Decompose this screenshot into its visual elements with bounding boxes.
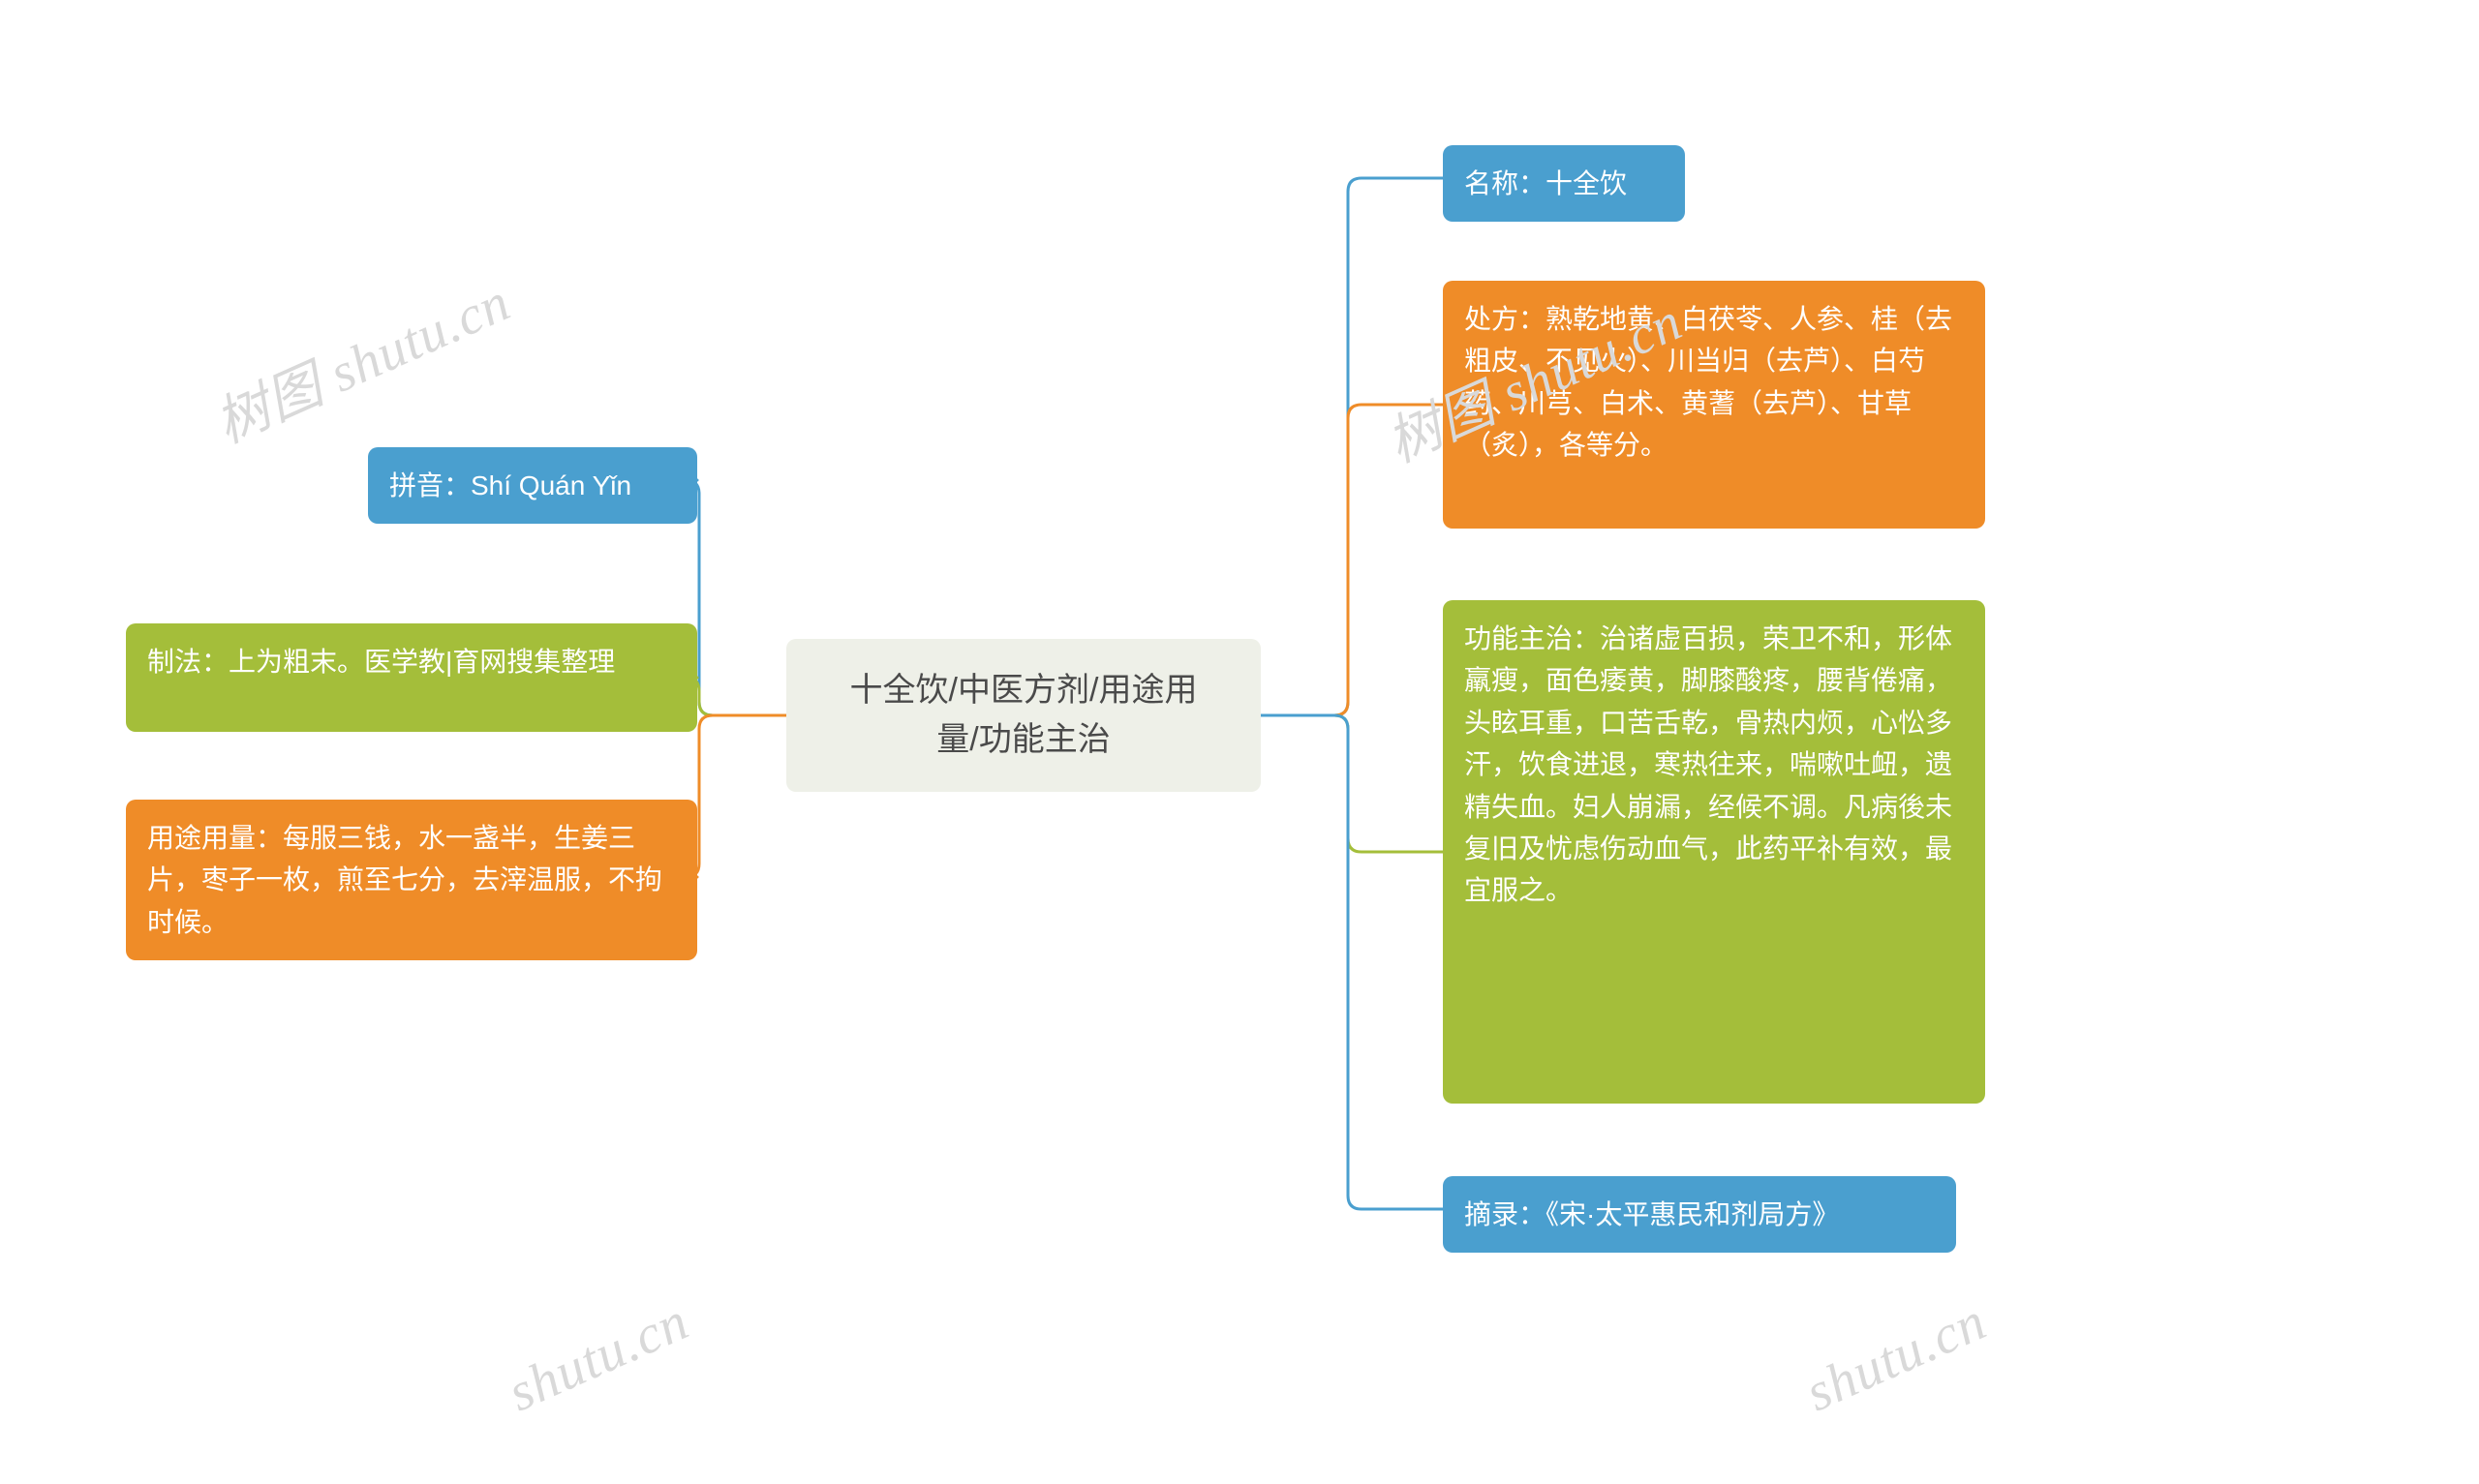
right-node-mingcheng: 名称：十全饮 <box>1443 145 1685 222</box>
left-node-pinyin-text: 拼音：Shí Quán Yǐn <box>389 470 631 500</box>
right-node-chufang-text: 处方：熟乾地黄、白茯苓、人参、桂（去粗皮、不见火）、川当归（去芦）、白芍药、川芎… <box>1464 304 1952 460</box>
center-line2: 量/功能主治 <box>815 715 1232 765</box>
left-node-zhifa-text: 制法：上为粗末。医学教|育网搜集整理 <box>147 647 615 677</box>
watermark-3: shutu.cn <box>1796 1290 1995 1424</box>
watermark-3-text: shutu.cn <box>1797 1291 1995 1423</box>
connector-right-gongneng <box>1261 715 1443 852</box>
watermark-0: 树图 shutu.cn <box>201 258 521 458</box>
connector-left-yongtu <box>686 715 786 877</box>
right-node-zhailu-text: 摘录：《宋·太平惠民和剂局方》 <box>1464 1199 1839 1229</box>
watermark-2: shutu.cn <box>499 1290 697 1424</box>
right-node-gongneng-text: 功能主治：治诸虚百损，荣卫不和，形体羸瘦，面色痿黄，脚膝酸疼，腰背倦痛，头眩耳重… <box>1464 623 1952 905</box>
connector-left-pinyin <box>686 480 786 715</box>
watermark-2-text: shutu.cn <box>500 1291 697 1423</box>
left-node-yongtu: 用途用量：每服三钱，水一盏半，生姜三片，枣子一枚，煎至七分，去滓温服，不拘时候。 <box>126 800 697 960</box>
connector-right-chufang <box>1261 405 1443 715</box>
watermark-0-text: 树图 shutu.cn <box>207 272 519 455</box>
connector-right-zhailu <box>1261 715 1443 1209</box>
center-node: 十全饮/中医方剂/用途用量/功能主治 <box>786 639 1261 792</box>
right-node-mingcheng-text: 名称：十全饮 <box>1464 168 1627 198</box>
right-node-zhailu: 摘录：《宋·太平惠民和剂局方》 <box>1443 1176 1956 1253</box>
right-node-gongneng: 功能主治：治诸虚百损，荣卫不和，形体羸瘦，面色痿黄，脚膝酸疼，腰背倦痛，头眩耳重… <box>1443 600 1985 1104</box>
left-node-yongtu-text: 用途用量：每服三钱，水一盏半，生姜三片，枣子一枚，煎至七分，去滓温服，不拘时候。 <box>147 823 662 937</box>
left-node-zhifa: 制法：上为粗末。医学教|育网搜集整理 <box>126 623 697 732</box>
connector-left-zhifa <box>686 678 786 715</box>
center-line1: 十全饮/中医方剂/用途用 <box>815 666 1232 715</box>
connector-right-mingcheng <box>1261 178 1443 715</box>
right-node-chufang: 处方：熟乾地黄、白茯苓、人参、桂（去粗皮、不见火）、川当归（去芦）、白芍药、川芎… <box>1443 281 1985 529</box>
left-node-pinyin: 拼音：Shí Quán Yǐn <box>368 447 697 524</box>
